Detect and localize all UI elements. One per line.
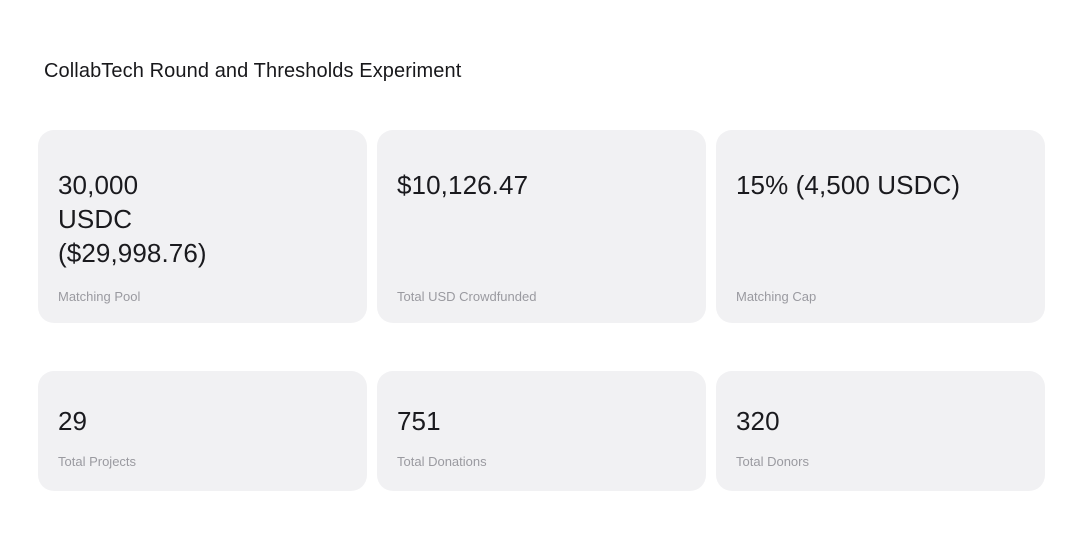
total-donors-label: Total Donors	[736, 454, 809, 469]
total-projects-value: 29	[58, 406, 88, 436]
stat-card-matching-cap: 15% (4,500 USDC) Matching Cap	[716, 130, 1045, 323]
total-donations-label: Total Donations	[397, 454, 487, 469]
page-title: CollabTech Round and Thresholds Experime…	[44, 60, 462, 82]
stat-card-total-donors: 320 Total Donors	[716, 371, 1045, 491]
total-usd-crowdfunded-value: $10,126.47	[397, 170, 529, 200]
stat-card-total-donations: 751 Total Donations	[377, 371, 706, 491]
matching-pool-value: 30,000 USDC ($29,998.76)	[58, 170, 207, 268]
stat-card-matching-pool: 30,000 USDC ($29,998.76) Matching Pool	[38, 130, 367, 323]
matching-cap-label: Matching Cap	[736, 289, 817, 304]
stat-card-total-projects: 29 Total Projects	[38, 371, 367, 491]
total-donations-value: 751	[397, 406, 441, 436]
matching-pool-label: Matching Pool	[58, 289, 141, 304]
stats-grid: 30,000 USDC ($29,998.76) Matching Pool $…	[38, 130, 1045, 491]
total-donors-value: 320	[736, 406, 780, 436]
matching-cap-value: 15% (4,500 USDC)	[736, 170, 961, 200]
total-usd-crowdfunded-label: Total USD Crowdfunded	[397, 289, 537, 304]
stat-card-total-usd-crowdfunded: $10,126.47 Total USD Crowdfunded	[377, 130, 706, 323]
total-projects-label: Total Projects	[58, 454, 137, 469]
